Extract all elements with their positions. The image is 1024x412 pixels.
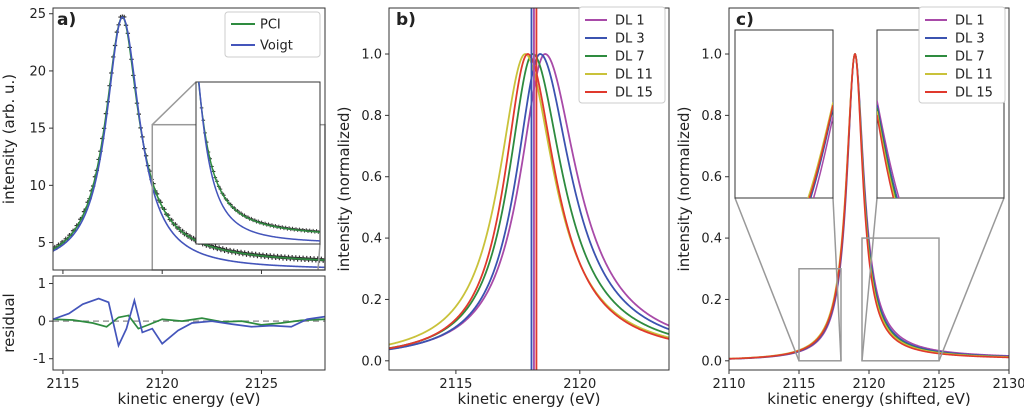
panel-b-frame xyxy=(388,7,670,371)
zoom-box xyxy=(861,237,940,362)
y-tick-label: 5 xyxy=(38,236,46,251)
legend-label: DL 15 xyxy=(955,86,993,101)
y-tick-label: 0 xyxy=(38,315,46,330)
x-axis-label: kinetic energy (shifted, eV) xyxy=(767,390,971,408)
x-tick-label: 2125 xyxy=(245,377,278,392)
y-tick-label: 0.0 xyxy=(701,354,722,369)
legend-label-voigt: Voigt xyxy=(260,39,293,54)
y-tick-label: 0.6 xyxy=(361,170,382,185)
legend-label: DL 1 xyxy=(615,14,645,29)
x-axis-label: kinetic energy (eV) xyxy=(458,390,601,408)
legend-label: DL 15 xyxy=(615,86,653,101)
zoom-connector xyxy=(734,197,800,362)
y-tick-label: 0.4 xyxy=(361,232,382,247)
inset-a-frame xyxy=(195,81,321,245)
legend-label: DL 7 xyxy=(955,50,985,65)
x-tick-label: 2115 xyxy=(439,377,472,392)
legend-box xyxy=(918,6,1006,104)
inset-a-plot xyxy=(197,82,320,242)
legend-label: DL 7 xyxy=(615,50,645,65)
inset-pci-line xyxy=(197,82,320,233)
residual-frame xyxy=(52,275,326,371)
y-tick-label: 25 xyxy=(29,7,46,22)
y-tick-label: 0.6 xyxy=(701,170,722,185)
curve-dl-15 xyxy=(389,53,669,350)
panel-b-plot xyxy=(389,8,669,370)
panel-label-b: b) xyxy=(396,10,416,30)
y-tick-label: 10 xyxy=(29,179,46,194)
y-tick-label: 1 xyxy=(38,277,46,292)
legend-label: DL 11 xyxy=(955,68,993,83)
x-tick-label: 2115 xyxy=(782,377,815,392)
legend-label: DL 11 xyxy=(615,68,653,83)
inset-data-marker xyxy=(318,229,320,234)
inset-curve xyxy=(812,116,833,198)
residual-plot xyxy=(53,297,325,349)
x-tick-label: 2110 xyxy=(712,377,745,392)
curve-dl-3 xyxy=(389,53,669,351)
inset-curve xyxy=(807,102,833,198)
panel-label-a: a) xyxy=(57,10,76,30)
y-tick-label: 0.8 xyxy=(361,109,382,124)
inset-c1-plot xyxy=(807,102,833,198)
inset-c2-plot xyxy=(877,100,900,198)
panel-c-plot xyxy=(729,53,1009,360)
panel-label-c: c) xyxy=(736,10,754,30)
inset-connector xyxy=(317,243,321,271)
y-tick-label: 0.4 xyxy=(701,232,722,247)
y-tick-label: 15 xyxy=(29,122,46,137)
y-tick-label: 0.2 xyxy=(701,293,722,308)
inset-curve xyxy=(877,100,900,198)
voigt-residual-line xyxy=(53,297,325,349)
y-tick-label: -1 xyxy=(33,352,46,367)
panel-a-plot xyxy=(53,14,325,269)
legend-box xyxy=(578,6,666,104)
x-axis-label: kinetic energy (eV) xyxy=(118,390,261,408)
y-axis-label: residual xyxy=(0,293,18,352)
y-axis-label: intensity (normalized) xyxy=(675,107,693,272)
legend-label: DL 3 xyxy=(615,32,645,47)
voigt-fit-line xyxy=(53,16,325,269)
x-tick-label: 2125 xyxy=(922,377,955,392)
inset-curve xyxy=(809,107,833,198)
y-axis-label: intensity (arb. u.) xyxy=(0,74,18,204)
y-tick-label: 0.8 xyxy=(701,109,722,124)
curve-dl-15 xyxy=(729,53,1009,360)
zoom-box xyxy=(798,268,842,362)
x-tick-label: 2120 xyxy=(852,377,885,392)
y-tick-label: 20 xyxy=(29,64,46,79)
pci-residual-line xyxy=(53,314,325,330)
y-tick-label: 0.0 xyxy=(361,354,382,369)
x-tick-label: 2130 xyxy=(992,377,1024,392)
x-tick-label: 2120 xyxy=(563,377,596,392)
frames-layer xyxy=(49,6,1010,374)
panel-a-frame xyxy=(52,7,326,271)
inset-voigt-line xyxy=(198,82,320,242)
inset-curve xyxy=(808,105,833,198)
pci-fit-line xyxy=(53,16,325,261)
x-tick-label: 2120 xyxy=(146,377,179,392)
legend-label-pci: PCI xyxy=(260,18,281,33)
x-tick-label: 2115 xyxy=(46,377,79,392)
legend-label: DL 3 xyxy=(955,32,985,47)
y-tick-label: 1.0 xyxy=(701,48,722,63)
data-marker xyxy=(322,256,325,262)
curve-dl-11 xyxy=(389,53,669,346)
legend-label: DL 1 xyxy=(955,14,985,29)
y-tick-label: 1.0 xyxy=(361,48,382,63)
zoom-connector xyxy=(832,197,842,361)
zoom-connector xyxy=(861,197,878,361)
zoom-connector xyxy=(938,197,1005,362)
inset-connector xyxy=(151,81,197,126)
curves-layer xyxy=(53,8,1009,370)
y-tick-label: 0.2 xyxy=(361,293,382,308)
y-axis-label: intensity (normalized) xyxy=(335,107,353,272)
